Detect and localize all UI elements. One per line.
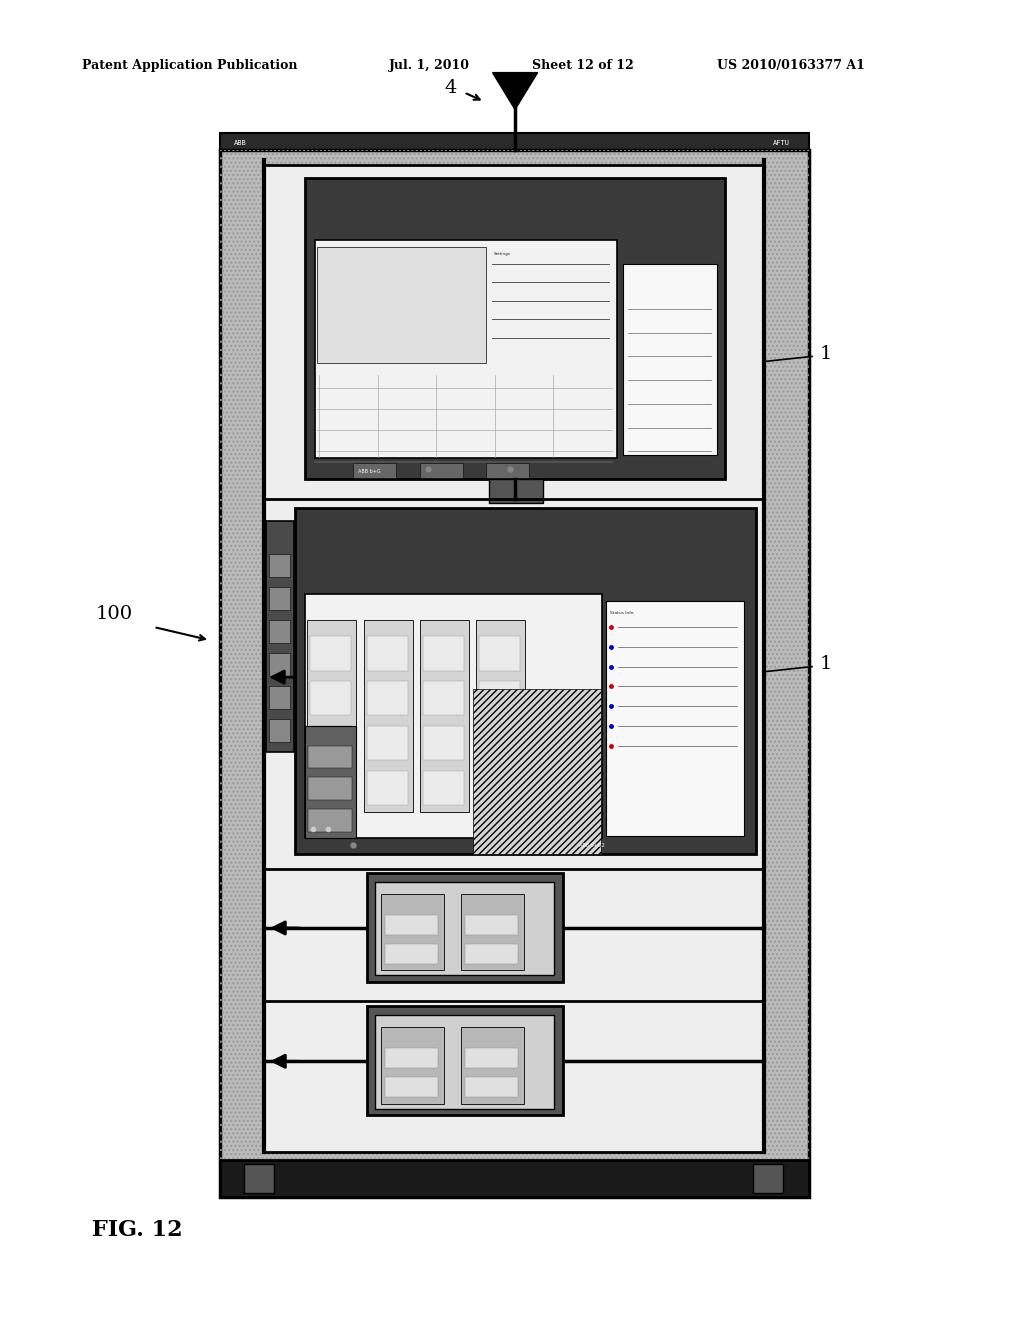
Bar [375, 882, 554, 975]
Bar [269, 620, 290, 643]
Bar [385, 915, 438, 935]
Text: Sheet 12 of 12: Sheet 12 of 12 [532, 59, 634, 73]
Bar [461, 1027, 524, 1104]
Bar [753, 1164, 783, 1193]
Bar [220, 1160, 809, 1197]
Text: 1: 1 [819, 655, 831, 673]
Bar [308, 746, 352, 768]
Bar [367, 771, 408, 805]
Bar [269, 719, 290, 742]
Bar [308, 809, 352, 832]
Polygon shape [493, 73, 538, 110]
Bar [317, 247, 486, 363]
Text: 100: 100 [95, 605, 132, 623]
Bar [367, 873, 563, 982]
Text: ABB b+G: ABB b+G [358, 469, 381, 474]
Bar [623, 264, 717, 455]
Bar [220, 150, 809, 1197]
Bar [465, 915, 518, 935]
Bar [606, 601, 744, 836]
Bar [381, 894, 444, 970]
Bar [479, 636, 520, 671]
Bar [310, 771, 351, 805]
Bar [465, 1048, 518, 1068]
Bar [473, 689, 601, 854]
Bar [305, 178, 725, 479]
Bar [489, 479, 543, 503]
Bar [367, 1006, 563, 1115]
Bar [385, 1048, 438, 1068]
Bar [244, 1164, 274, 1193]
Bar [479, 726, 520, 760]
Text: ABB: ABB [233, 140, 246, 145]
Bar [420, 463, 463, 478]
Bar [420, 620, 469, 812]
Bar [479, 681, 520, 715]
Bar [220, 150, 809, 1197]
Bar [423, 771, 464, 805]
Bar [269, 653, 290, 676]
Bar [269, 686, 290, 709]
Bar [266, 521, 294, 752]
Bar [307, 620, 356, 812]
Bar [310, 636, 351, 671]
Bar [423, 636, 464, 671]
Bar [367, 726, 408, 760]
Bar [367, 636, 408, 671]
Bar [269, 587, 290, 610]
Bar [317, 247, 486, 363]
Bar [220, 133, 809, 150]
Text: ABB b+G2: ABB b+G2 [579, 843, 604, 849]
Text: Patent Application Publication: Patent Application Publication [82, 59, 297, 73]
Text: AFTU: AFTU [773, 140, 791, 145]
Bar [479, 771, 520, 805]
Bar [315, 240, 617, 458]
Text: Status Info: Status Info [610, 611, 634, 615]
Text: Jul. 1, 2010: Jul. 1, 2010 [389, 59, 470, 73]
Bar [465, 1077, 518, 1097]
Bar [476, 620, 525, 812]
Text: US 2010/0163377 A1: US 2010/0163377 A1 [717, 59, 864, 73]
Bar [305, 726, 356, 838]
Bar [381, 1027, 444, 1104]
Bar [465, 944, 518, 964]
Text: FIG. 12: FIG. 12 [92, 1220, 183, 1241]
Bar [310, 726, 351, 760]
Bar [308, 777, 352, 800]
Bar [353, 463, 396, 478]
Bar [364, 620, 413, 812]
Bar [269, 554, 290, 577]
Bar [375, 1015, 554, 1109]
Bar [310, 681, 351, 715]
Text: 4: 4 [444, 79, 457, 98]
Bar [423, 681, 464, 715]
Bar [461, 894, 524, 970]
Bar [486, 463, 529, 478]
Text: Settings: Settings [494, 252, 510, 256]
Text: 1: 1 [819, 345, 831, 363]
Bar [385, 1077, 438, 1097]
Bar [264, 165, 764, 1152]
Bar [305, 594, 602, 838]
Bar [385, 944, 438, 964]
Bar [423, 726, 464, 760]
Bar [367, 681, 408, 715]
Bar [295, 508, 756, 854]
